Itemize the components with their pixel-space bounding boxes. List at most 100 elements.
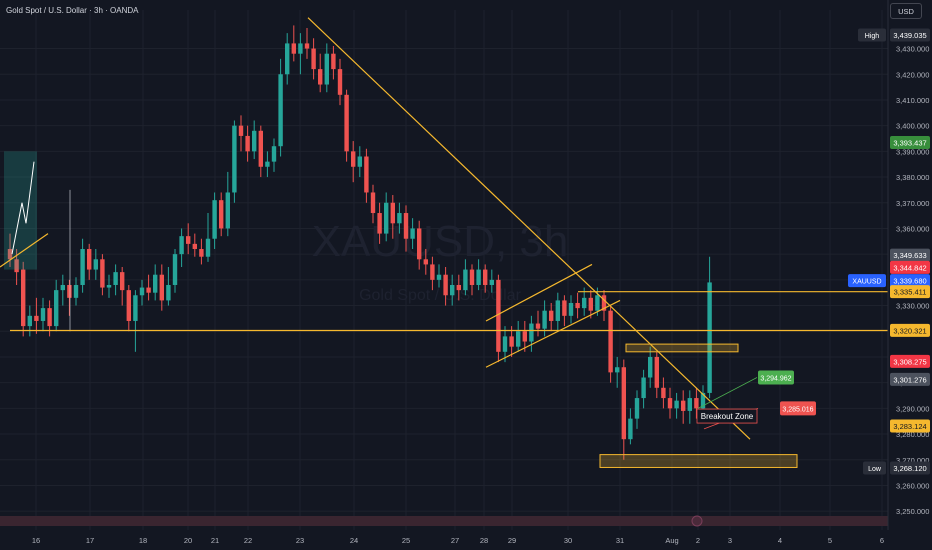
candle-body <box>417 228 422 260</box>
drawings[interactable]: 3,294.962 3,285.016 Breakout Zone <box>0 17 888 468</box>
y-tick-label: 3,270.000 <box>896 456 929 465</box>
time-axis[interactable]: 16 17 18 20 21 22 23 24 25 27 28 29 30 31 Aug 2 3 4 5 6 <box>32 536 884 545</box>
x-tick-label: 2 <box>696 536 700 545</box>
price-tag-bg <box>890 323 930 337</box>
candle-body <box>390 202 395 224</box>
x-tick-label: Aug <box>665 536 678 545</box>
y-tick-label: 3,380.000 <box>896 173 929 182</box>
candle-body <box>186 236 191 244</box>
candle-body <box>40 308 46 321</box>
price-tag-value[interactable]: 3,283.124 <box>893 422 926 431</box>
watermark-name: Gold Spot / U.S. Dollar <box>359 287 522 304</box>
candle-body <box>595 295 600 311</box>
candle-body <box>654 356 659 388</box>
candle-body <box>562 300 567 316</box>
price-tag-value[interactable]: 3,301.276 <box>893 375 926 384</box>
candle-body <box>27 315 32 327</box>
main-downtrend-line[interactable] <box>307 17 751 440</box>
x-tick-label: 30 <box>564 536 572 545</box>
candle-body <box>153 274 158 293</box>
candle-body <box>463 269 468 291</box>
candle-body <box>410 228 415 239</box>
price-tag-value[interactable]: 3,439.035 <box>893 31 926 40</box>
candle-body <box>67 284 72 298</box>
target-up-label-bg <box>758 370 794 385</box>
price-tag-value[interactable]: 3,349.633 <box>893 251 926 260</box>
price-tag-name-bg <box>848 274 886 288</box>
x-tick-label: 6 <box>880 536 884 545</box>
candle-body <box>568 302 574 316</box>
currency-button[interactable]: USD <box>890 3 922 19</box>
target-up-label: 3,294.962 <box>760 376 791 383</box>
candle-body <box>126 290 131 321</box>
price-tag-value[interactable]: 3,344.842 <box>893 263 926 272</box>
event-marker-icon[interactable] <box>691 515 703 527</box>
candle-body <box>516 331 521 347</box>
candle-body <box>311 48 316 70</box>
price-tag-value[interactable]: 3,339.680 <box>893 277 926 286</box>
resistance-zone[interactable] <box>625 343 739 353</box>
x-tick-label: 21 <box>211 536 219 545</box>
candle-body <box>443 274 448 296</box>
channel-lower-line[interactable] <box>485 299 621 368</box>
trend-line-left <box>0 233 49 268</box>
x-tick-label: 5 <box>828 536 832 545</box>
candle-body <box>7 249 13 260</box>
candle-body <box>344 94 349 152</box>
price-tag-value[interactable]: 3,320.321 <box>893 326 926 335</box>
price-tag-value[interactable]: 3,268.120 <box>893 464 926 473</box>
candle-body <box>80 249 85 285</box>
candle-body <box>113 272 118 285</box>
price-tag-bg <box>890 419 930 433</box>
candle-body <box>370 192 376 214</box>
candle-body <box>700 392 706 409</box>
price-axis[interactable]: 3,250.000 3,260.000 3,270.000 3,280.000 3,29… <box>848 0 932 550</box>
candle-body <box>364 156 369 193</box>
price-tag-bg <box>890 285 930 299</box>
candle-body <box>331 53 336 70</box>
channel-upper-line[interactable] <box>485 263 593 322</box>
price-tag-value[interactable]: 3,308.275 <box>893 357 926 366</box>
candle-body <box>476 269 481 285</box>
breakout-zone-box[interactable] <box>696 408 758 424</box>
candle-body <box>555 300 560 321</box>
price-tag-bg <box>890 136 930 150</box>
candle-body <box>318 69 323 85</box>
price-tag-bg <box>890 28 930 42</box>
x-tick-label: 22 <box>244 536 252 545</box>
candle-body <box>608 310 613 373</box>
candle-body <box>549 310 554 321</box>
price-tag-value[interactable]: 3,335.411 <box>894 288 927 297</box>
candle-body <box>681 400 686 411</box>
candle-body <box>324 53 329 85</box>
y-tick-label: 3,400.000 <box>896 122 929 131</box>
candle-body <box>199 249 204 257</box>
price-tag-bg <box>890 260 930 274</box>
candle-body <box>582 297 587 309</box>
x-tick-label: 20 <box>184 536 192 545</box>
candle-body <box>120 272 125 291</box>
candle-body <box>641 377 646 399</box>
price-tag-name: High <box>865 33 880 40</box>
price-tag-bg <box>890 248 930 262</box>
candle-body <box>661 387 666 399</box>
bottom-band <box>0 516 888 526</box>
candle-body <box>502 336 508 352</box>
x-tick-label: 18 <box>139 536 147 545</box>
candle-body <box>357 156 362 167</box>
candle-body <box>615 367 620 373</box>
support-zone[interactable] <box>599 454 798 468</box>
candle-body <box>60 284 65 291</box>
candle-body <box>139 287 145 296</box>
price-tag-name-bg <box>858 28 886 42</box>
candle-body <box>172 254 178 285</box>
candle-body <box>601 295 607 311</box>
candle-body <box>377 213 382 234</box>
candle-body <box>634 398 640 419</box>
price-tag-value[interactable]: 3,393.437 <box>893 139 926 148</box>
y-tick-label: 3,420.000 <box>896 70 929 79</box>
candle-body <box>687 398 692 411</box>
x-tick-label: 3 <box>728 536 732 545</box>
x-tick-label: 17 <box>86 536 94 545</box>
